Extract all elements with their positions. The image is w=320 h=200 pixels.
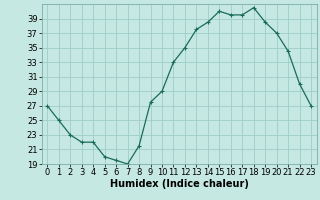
X-axis label: Humidex (Indice chaleur): Humidex (Indice chaleur) <box>110 179 249 189</box>
